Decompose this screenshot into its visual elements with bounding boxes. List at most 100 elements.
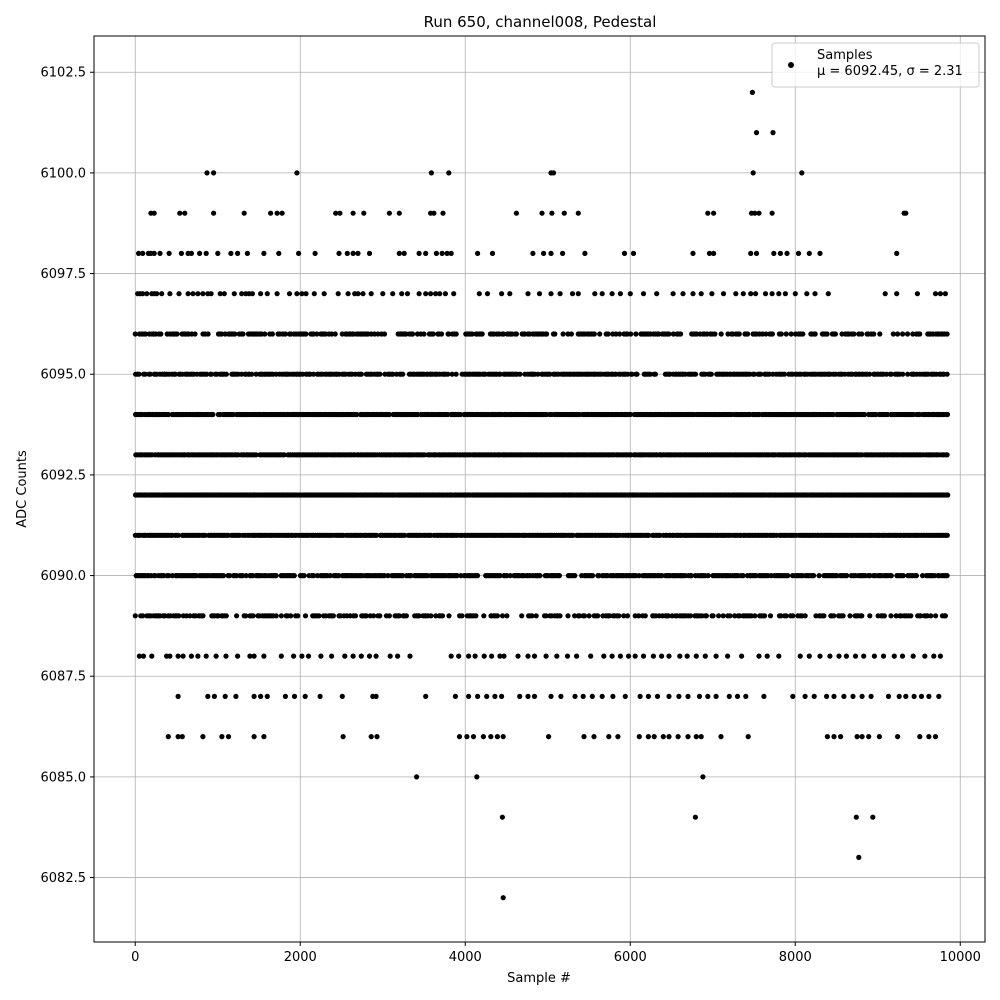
data-point <box>466 653 472 659</box>
data-point <box>157 250 163 256</box>
data-point <box>174 331 180 337</box>
data-point <box>342 653 348 659</box>
data-point <box>386 411 392 418</box>
data-point <box>154 291 160 297</box>
data-point <box>688 573 694 579</box>
data-point <box>617 653 624 659</box>
data-point <box>373 653 379 659</box>
data-point <box>400 573 406 579</box>
data-point <box>446 170 452 176</box>
data-point <box>665 613 672 619</box>
data-point <box>459 613 465 619</box>
y-tick-label: 6082.5 <box>41 871 87 886</box>
data-point <box>333 210 339 216</box>
data-point <box>870 814 876 820</box>
data-point <box>651 734 657 740</box>
data-point <box>692 371 699 377</box>
data-point <box>363 613 369 619</box>
data-point <box>748 250 754 256</box>
data-point <box>210 411 216 418</box>
data-point <box>670 291 676 297</box>
data-point <box>933 613 939 619</box>
data-point <box>646 532 652 538</box>
data-point <box>867 371 873 377</box>
data-point <box>350 653 356 659</box>
data-point <box>337 210 343 216</box>
data-point <box>144 291 150 297</box>
data-point <box>866 734 872 740</box>
data-point <box>572 573 578 579</box>
data-point <box>647 371 654 377</box>
data-point <box>678 331 684 337</box>
data-point <box>740 291 746 297</box>
data-point <box>525 693 531 700</box>
data-point <box>718 331 724 337</box>
data-point <box>448 250 454 256</box>
data-point <box>617 331 623 337</box>
data-point <box>395 653 401 659</box>
data-point <box>381 331 388 337</box>
data-point <box>918 613 924 619</box>
data-point <box>452 693 458 700</box>
data-point <box>423 250 429 256</box>
data-point <box>588 653 594 659</box>
data-point <box>475 693 481 700</box>
data-point <box>241 210 247 216</box>
data-point <box>560 331 566 337</box>
data-point <box>219 331 225 337</box>
data-point <box>627 291 633 297</box>
data-point <box>824 693 830 700</box>
data-point <box>698 734 704 740</box>
data-point <box>944 573 950 579</box>
data-point <box>831 734 837 740</box>
data-point <box>360 291 366 297</box>
data-point <box>354 411 360 418</box>
data-point <box>606 734 612 740</box>
y-tick-label: 6097.5 <box>41 267 87 282</box>
data-point <box>258 693 264 700</box>
data-point <box>433 291 439 297</box>
data-point <box>232 331 238 337</box>
data-point <box>633 331 639 337</box>
data-point <box>914 291 921 297</box>
data-point <box>401 250 407 256</box>
legend-stats: μ = 6092.45, σ = 2.31 <box>817 64 963 79</box>
data-point <box>556 573 563 579</box>
data-point <box>554 653 560 659</box>
data-point <box>859 734 865 740</box>
data-point <box>548 291 554 297</box>
data-point <box>466 693 472 700</box>
data-point <box>726 693 732 700</box>
data-point <box>636 573 642 579</box>
data-point <box>926 693 932 700</box>
data-point <box>433 250 439 256</box>
data-point <box>305 653 312 659</box>
data-point <box>565 613 571 619</box>
data-point <box>825 291 831 297</box>
data-point <box>895 331 901 337</box>
data-point <box>575 210 581 216</box>
data-point <box>718 734 724 740</box>
data-point <box>936 693 942 700</box>
data-point <box>507 573 513 579</box>
data-point <box>626 653 632 659</box>
data-point <box>698 291 704 297</box>
data-point <box>140 613 146 619</box>
data-point <box>666 331 672 337</box>
data-point <box>853 814 859 820</box>
data-point <box>903 210 909 216</box>
data-point <box>763 331 769 337</box>
data-point <box>180 653 186 659</box>
data-point <box>739 653 745 659</box>
data-point <box>377 613 383 619</box>
data-point <box>711 210 717 216</box>
data-point <box>705 693 711 700</box>
data-point <box>269 331 275 337</box>
y-tick-label: 6092.5 <box>41 468 87 483</box>
data-point <box>268 210 274 216</box>
data-point <box>317 693 323 700</box>
data-point <box>824 331 830 337</box>
data-point <box>396 613 402 619</box>
data-point <box>628 331 634 337</box>
data-point <box>896 693 902 700</box>
